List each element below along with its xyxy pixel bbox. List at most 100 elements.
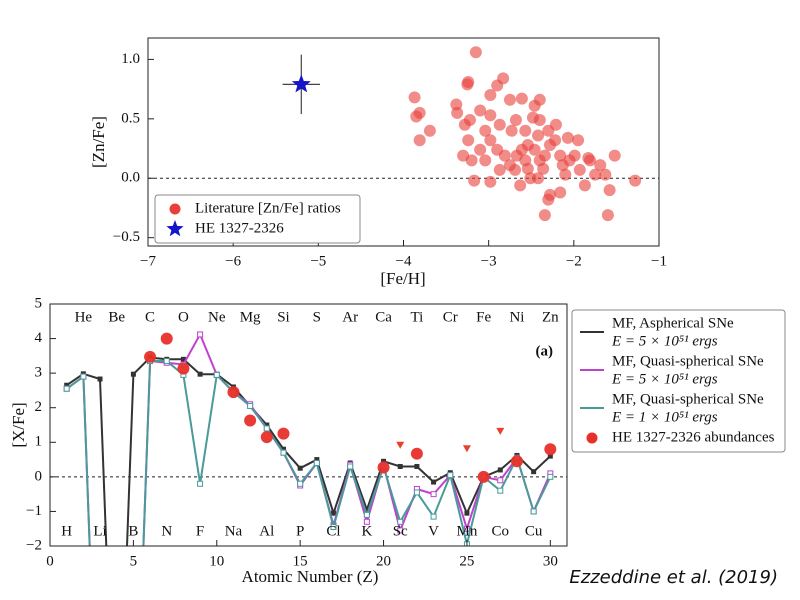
- dot: [410, 447, 423, 460]
- element-label: He: [75, 309, 93, 325]
- y-tick-label: 1.0: [121, 51, 140, 67]
- dot: [377, 461, 390, 474]
- square-marker: [264, 422, 270, 428]
- element-label: N: [161, 523, 172, 539]
- dot: [514, 179, 527, 192]
- dot: [462, 134, 475, 147]
- element-label: Cr: [443, 309, 458, 325]
- element-label: Mg: [240, 309, 261, 325]
- square-marker: [397, 463, 403, 469]
- element-label: Fe: [476, 309, 491, 325]
- dot: [537, 162, 550, 175]
- dot: [559, 168, 572, 181]
- y-tick-label: 0: [35, 468, 43, 484]
- dot: [484, 89, 497, 102]
- axes-frame: [49, 303, 568, 547]
- dot: [277, 427, 290, 440]
- dot: [554, 149, 567, 162]
- dot: [469, 46, 482, 59]
- element-label: B: [128, 523, 138, 539]
- upper-limit: [462, 445, 471, 453]
- upper-limit: [396, 441, 405, 449]
- dot: [413, 134, 426, 147]
- square-marker: [397, 518, 404, 525]
- square-marker: [447, 472, 454, 479]
- square-marker: [263, 425, 270, 432]
- dot: [509, 114, 522, 127]
- y-tick-label: −0.5: [113, 229, 140, 245]
- dot: [532, 172, 545, 185]
- dot: [260, 431, 273, 444]
- dot: [474, 143, 487, 156]
- square-marker: [530, 508, 537, 515]
- y-axis-label: [Zn/Fe]: [89, 116, 108, 168]
- x-tick-label: 0: [46, 553, 54, 569]
- dot: [601, 209, 614, 222]
- x-tick-label: −7: [140, 253, 156, 269]
- element-label: Sc: [393, 523, 408, 539]
- legend-label: HE 1327-2326: [195, 220, 284, 236]
- dot: [479, 124, 492, 137]
- upper-limit: [496, 427, 505, 435]
- square-marker: [531, 469, 537, 475]
- dot: [410, 110, 423, 123]
- dot: [629, 174, 642, 187]
- element-label: C: [145, 309, 155, 325]
- element-label: Ne: [208, 309, 226, 325]
- square-marker: [364, 507, 370, 513]
- y-axis-label: [X/Fe]: [9, 402, 28, 447]
- square-marker: [197, 371, 203, 377]
- x-tick-label: 15: [293, 553, 308, 569]
- element-label: K: [361, 523, 372, 539]
- y-tick-label: 5: [35, 295, 43, 311]
- dot: [484, 134, 497, 147]
- y-tick-label: 3: [35, 365, 43, 381]
- dot: [493, 118, 506, 131]
- dot: [578, 179, 591, 192]
- legend-label: HE 1327-2326 abundances: [612, 429, 775, 445]
- square-marker: [130, 371, 136, 377]
- legend-box: [571, 309, 786, 453]
- element-label: Al: [259, 523, 274, 539]
- dot: [177, 362, 190, 375]
- caption: Ezzeddine et al. (2019): [569, 567, 778, 588]
- dot: [528, 143, 541, 156]
- dot: [582, 152, 595, 165]
- dot: [603, 184, 616, 197]
- square-marker: [197, 480, 204, 487]
- y-tick-label: 2: [35, 399, 43, 415]
- dot: [521, 162, 534, 175]
- dot: [568, 149, 581, 162]
- square-marker: [547, 453, 553, 459]
- element-label: Ar: [342, 309, 358, 325]
- element-label: Zn: [542, 309, 559, 325]
- legend-marker: [586, 432, 598, 444]
- element-label: Ca: [375, 309, 392, 325]
- element-label: Ti: [410, 309, 423, 325]
- y-tick-label: 1: [35, 434, 43, 450]
- square-marker: [547, 473, 554, 480]
- element-label: Li: [93, 523, 106, 539]
- square-marker: [331, 510, 337, 516]
- dot: [509, 163, 522, 176]
- axes-frame: [147, 37, 660, 247]
- dot: [484, 109, 497, 122]
- dot: [465, 154, 478, 167]
- dot: [479, 154, 492, 167]
- element-label: Be: [108, 309, 125, 325]
- dot: [533, 93, 546, 106]
- series-line: [66, 332, 552, 546]
- dot: [503, 93, 516, 106]
- square-marker: [97, 376, 103, 382]
- square-marker: [314, 457, 320, 463]
- dot: [594, 159, 607, 172]
- x-axis-label: [Fe/H]: [380, 269, 425, 288]
- square-marker: [280, 449, 287, 456]
- square-marker: [63, 385, 70, 392]
- square-marker: [213, 371, 220, 378]
- dot: [160, 332, 173, 345]
- dot: [532, 129, 545, 142]
- element-label: Cu: [525, 523, 543, 539]
- element-label: O: [178, 309, 189, 325]
